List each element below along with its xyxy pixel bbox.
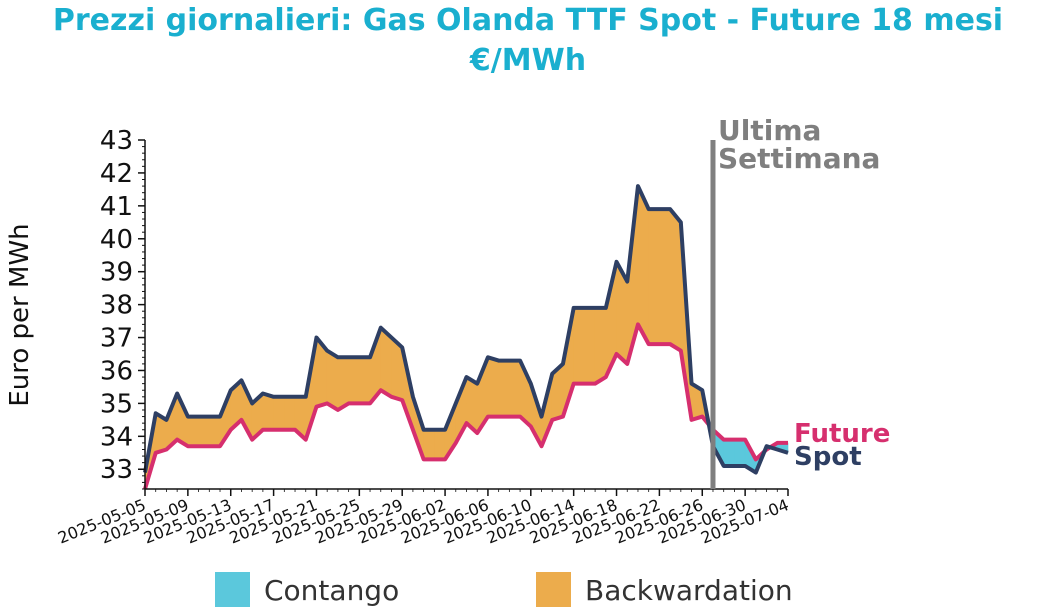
future-series-line	[143, 322, 788, 490]
chart-title: Prezzi giornalieri: Gas Olanda TTF Spot …	[53, 3, 1003, 38]
plot-lines	[143, 184, 789, 490]
spread-area-segment	[584, 307, 596, 384]
spot-series-line	[143, 184, 789, 475]
spread-area-segment	[273, 396, 285, 431]
future-end-label: Future	[794, 419, 890, 449]
last-week-label-1: Ultima	[718, 114, 821, 147]
spread-area-segment	[348, 357, 360, 404]
legend-contango-swatch	[215, 572, 250, 607]
legend-backwardation-swatch	[536, 572, 571, 607]
y-tick-label: 40	[100, 225, 133, 255]
spread-area-segment	[326, 350, 339, 411]
y-tick-label: 35	[100, 389, 133, 419]
y-tick-label: 33	[100, 455, 133, 485]
spread-area-segment	[659, 208, 671, 345]
chart-subtitle: €/MWh	[469, 43, 586, 78]
y-tick-label: 38	[100, 291, 133, 321]
spread-area-segment	[573, 307, 585, 384]
spread-area-segment	[669, 208, 682, 352]
spread-area-segment	[198, 416, 210, 447]
spread-area-segment	[723, 439, 735, 467]
y-axis-label: Euro per MWh	[5, 223, 35, 406]
spread-area-segment	[434, 429, 446, 460]
last-week-label-2: Settimana	[718, 142, 880, 175]
spread-area-segment	[487, 356, 499, 417]
legend-contango-label: Contango	[264, 574, 399, 607]
spread-area-segment	[648, 208, 660, 345]
y-tick-label: 37	[100, 324, 133, 354]
spread-area-segment	[284, 396, 296, 431]
y-tick-label: 43	[100, 126, 133, 156]
spread-area-segment	[262, 393, 274, 431]
spread-area-segment	[423, 429, 435, 460]
spread-area-segment	[498, 360, 510, 417]
spread-area-segment	[594, 307, 607, 385]
spread-area-segment	[209, 416, 221, 447]
y-tick-label: 36	[100, 356, 133, 386]
spread-area-segment	[734, 439, 746, 467]
legend-backwardation-label: Backwardation	[585, 574, 793, 607]
plot-areas	[144, 185, 789, 490]
spot-end-label: Spot	[794, 442, 862, 472]
y-tick-label: 39	[100, 258, 133, 288]
spread-area-segment	[187, 416, 199, 447]
x-ticks: 2025-05-052025-05-092025-05-132025-05-17…	[55, 489, 791, 548]
y-tick-label: 41	[100, 192, 133, 222]
y-tick-label: 42	[100, 159, 133, 189]
spread-area-segment	[359, 357, 371, 404]
y-tick-label: 34	[100, 422, 133, 452]
spread-area-segment	[509, 360, 521, 417]
